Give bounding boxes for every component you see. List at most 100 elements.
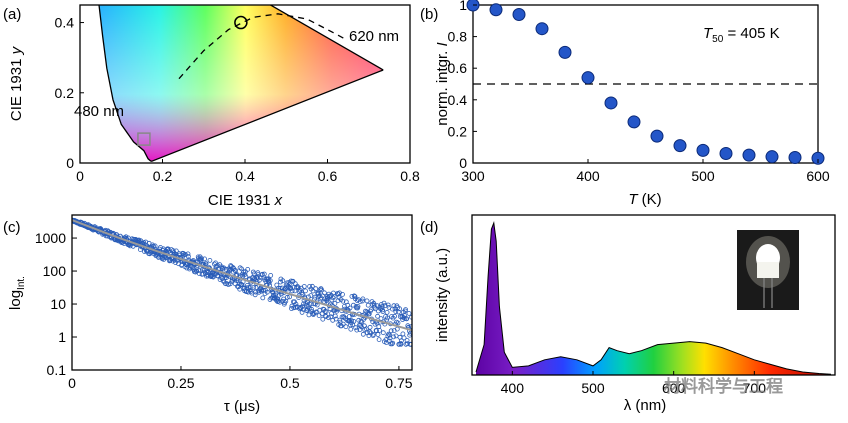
c-data-point — [321, 290, 327, 296]
a-xtick-label: 0.4 — [235, 168, 255, 184]
c-data-point — [384, 317, 390, 323]
a-xtick-label: 0.8 — [400, 168, 420, 184]
c-data-point — [239, 271, 245, 277]
panel-b: (b) 300 400 500 600 0 0.2 0.4 0.6 0.8 1 T50 = 405… — [420, 0, 830, 208]
a-xtick-label: 0 — [76, 168, 84, 184]
b-data-point — [719, 147, 733, 161]
panel-b-label: (b) — [420, 6, 438, 23]
c-data-point — [278, 279, 283, 285]
c-data-point — [293, 301, 299, 307]
c-xtick-label: 0.5 — [280, 375, 300, 391]
c-data-point — [299, 309, 305, 315]
c-data-point — [401, 335, 407, 341]
panel-b-ticks: 300 400 500 600 0 0.2 0.4 0.6 0.8 1 — [448, 0, 830, 184]
c-data-point — [222, 281, 228, 287]
c-data-point — [355, 304, 361, 309]
c-data-point — [165, 246, 171, 252]
panel-a: (a) 0 0.2 0.4 0.6 0.8 0 0.2 0.4 620 nm 480 nm C… — [3, 4, 420, 209]
c-data-point — [315, 290, 321, 296]
c-data-point — [364, 298, 370, 304]
c-data-point — [374, 303, 380, 309]
b-data-point — [512, 7, 526, 21]
c-data-point — [406, 310, 412, 316]
panel-d-ticks: 400 500 600 700 — [501, 371, 767, 396]
c-data-point — [326, 315, 331, 321]
c-data-point — [194, 268, 200, 274]
c-data-point — [173, 248, 179, 254]
panel-a-label: (a) — [3, 6, 21, 23]
panel-d-label: (d) — [420, 219, 438, 236]
c-data-point — [371, 331, 376, 337]
c-data-point — [319, 311, 325, 317]
c-data-point — [284, 294, 290, 300]
c-data-point — [123, 234, 129, 240]
c-data-point — [242, 271, 248, 277]
c-data-point — [276, 292, 282, 298]
panel-d-xlabel: λ (nm) — [624, 397, 667, 414]
c-data-point — [203, 261, 209, 267]
c-data-point — [403, 307, 409, 313]
c-data-point — [349, 293, 355, 299]
c-data-point — [320, 316, 326, 322]
d-xtick-label: 600 — [662, 380, 686, 396]
a-ytick-label: 0.2 — [55, 85, 75, 101]
c-data-point — [264, 289, 270, 295]
c-data-point — [268, 272, 274, 278]
b-ytick-label: 1 — [459, 0, 467, 13]
c-data-point — [233, 268, 239, 274]
panel-d-ylabel: intensity (a.u.) — [434, 248, 451, 342]
c-data-point — [398, 338, 404, 344]
c-data-point — [395, 320, 401, 326]
b-ytick-label: 0.2 — [448, 123, 468, 139]
c-data-point — [335, 298, 341, 304]
c-data-point — [384, 315, 390, 321]
b-xtick-label: 400 — [576, 168, 600, 184]
c-xtick-label: 0.75 — [385, 375, 412, 391]
c-data-point — [408, 330, 412, 336]
c-data-point — [375, 313, 381, 319]
b-data-point — [558, 45, 572, 59]
c-data-point — [408, 341, 412, 347]
c-data-point — [260, 295, 266, 301]
cie-gamut-shade — [99, 5, 384, 162]
c-data-point — [244, 285, 250, 291]
annotation-480nm: 480 nm — [74, 103, 124, 120]
c-data-point — [292, 299, 297, 305]
c-data-point — [393, 309, 399, 315]
c-data-point — [400, 331, 406, 337]
c-data-point — [326, 291, 332, 297]
a-ytick-label: 0.4 — [55, 15, 75, 31]
c-data-point — [354, 298, 360, 303]
c-data-point — [309, 283, 315, 289]
cie-gamut — [98, 5, 384, 162]
c-data-point — [289, 288, 295, 294]
c-data-point — [367, 324, 373, 330]
b-xtick-label: 600 — [806, 168, 830, 184]
c-data-point — [332, 301, 338, 306]
c-data-point — [391, 303, 397, 309]
c-data-point — [376, 337, 382, 343]
c-data-point — [350, 302, 356, 308]
emission-spectrum-line — [475, 221, 832, 375]
c-data-point — [319, 287, 325, 293]
panel-c-xlabel: τ (μs) — [224, 398, 260, 415]
c-data-point — [360, 331, 366, 337]
c-data-point — [227, 281, 233, 287]
c-data-point — [347, 305, 353, 311]
b-data-point — [696, 143, 710, 157]
c-data-point — [392, 313, 398, 319]
c-data-point — [382, 303, 388, 309]
d-xtick-label: 700 — [743, 380, 767, 396]
panel-a-markers — [137, 15, 248, 146]
c-data-point — [308, 293, 314, 299]
c-data-point — [283, 298, 289, 304]
led-photo — [737, 230, 799, 310]
c-ytick-label: 10 — [50, 296, 66, 312]
c-data-point — [253, 289, 259, 295]
c-data-point — [397, 306, 402, 312]
c-data-point — [185, 251, 191, 257]
c-ytick-label: 100 — [43, 263, 67, 279]
c-data-point — [202, 256, 208, 262]
panel-b-ylabel: norm. intgr. I — [434, 42, 451, 125]
watermark: 材料科学与工程 — [664, 376, 783, 396]
